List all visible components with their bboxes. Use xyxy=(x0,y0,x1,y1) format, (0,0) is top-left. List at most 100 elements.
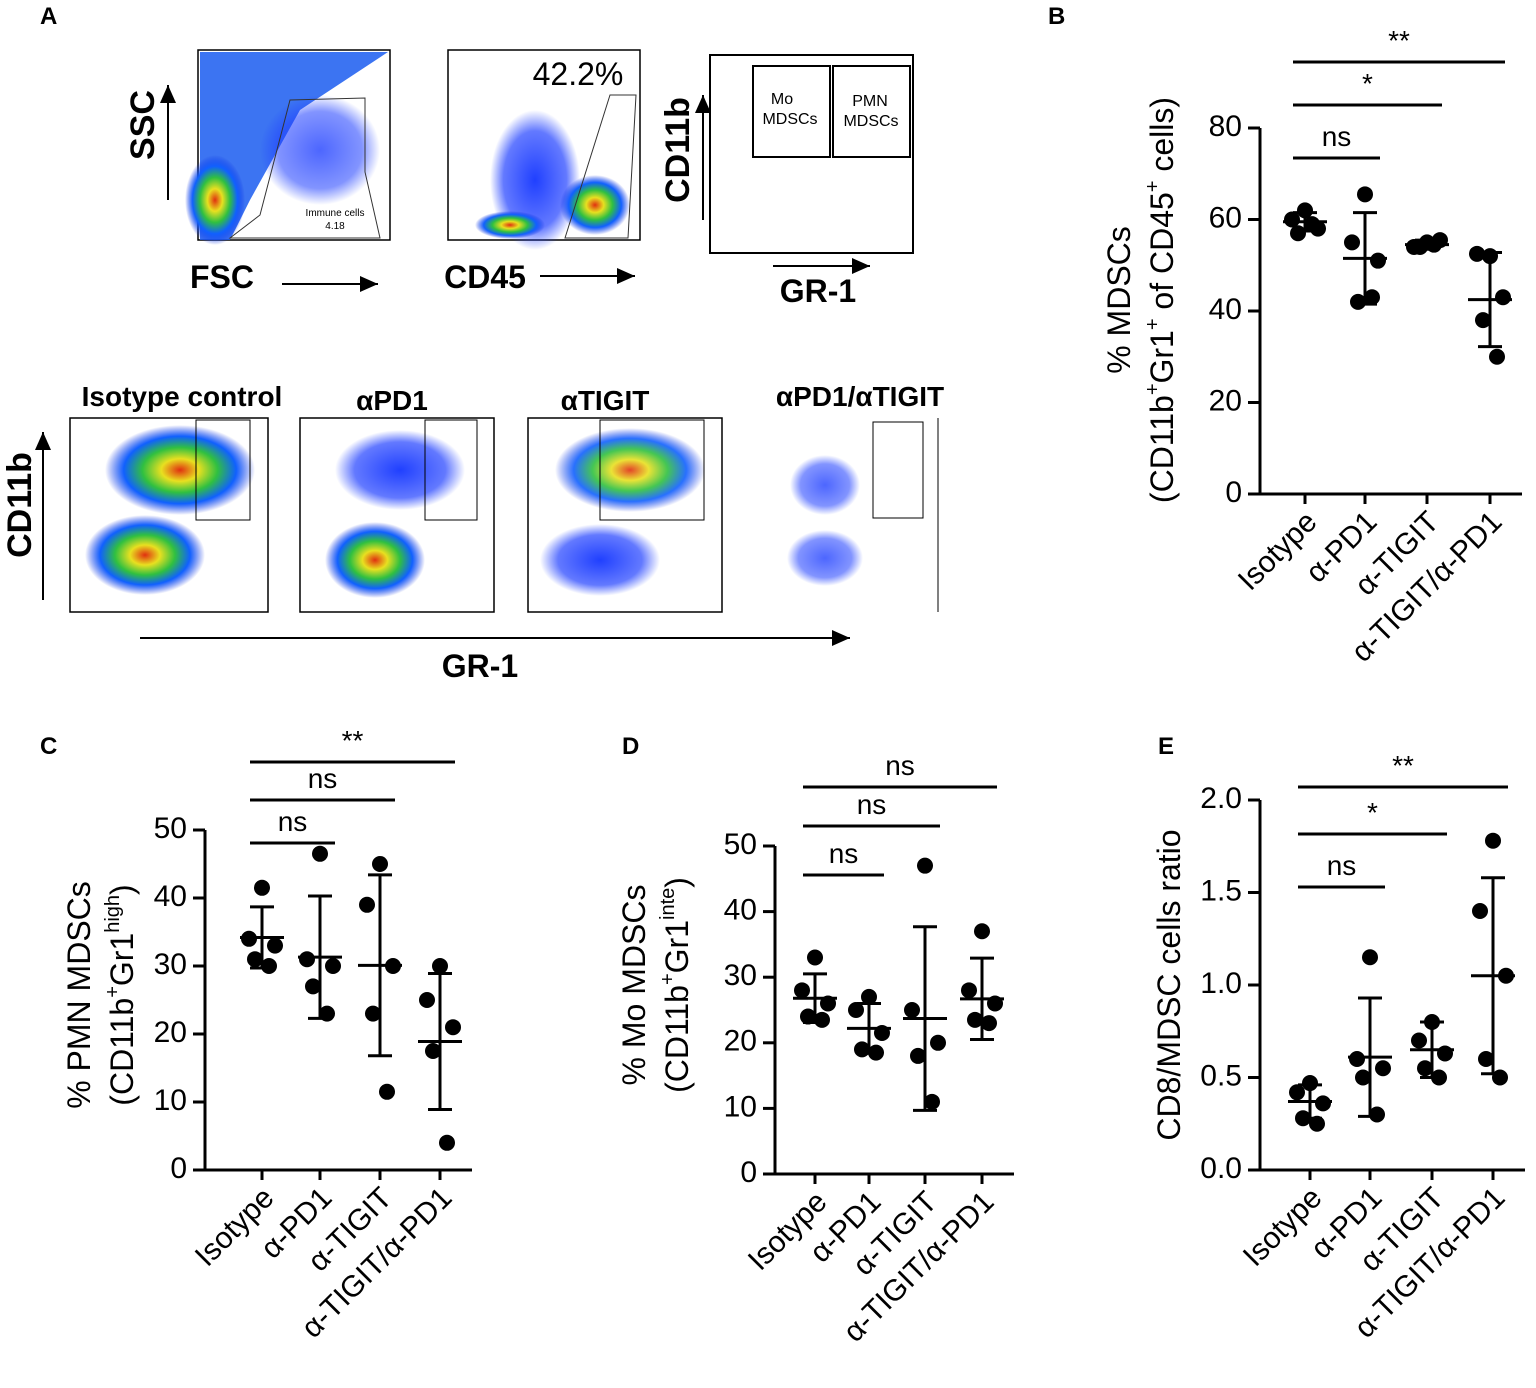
y-tick-label: 40 xyxy=(154,880,187,913)
data-point xyxy=(379,1083,395,1100)
treatment-plot: αTIGIT xyxy=(527,385,723,613)
data-point xyxy=(1344,234,1360,251)
data-point xyxy=(1289,1084,1305,1101)
label-part: Gr1 xyxy=(659,920,695,973)
data-point xyxy=(419,992,435,1008)
y-axis-label: (CD11b+Gr1high) xyxy=(102,884,140,1105)
y-tick-label: 80 xyxy=(1209,110,1242,143)
gate-label: MDSCs xyxy=(843,113,898,130)
axis-label: FSC xyxy=(190,259,254,295)
chart: D% Mo MDSCs (CD11b+Gr1inte)01020304050Iso… xyxy=(616,733,1014,1349)
gate xyxy=(599,419,705,521)
data-point xyxy=(1355,1069,1371,1086)
data-point xyxy=(299,951,315,968)
gate xyxy=(195,419,251,521)
density xyxy=(85,515,205,595)
y-tick-label: 0.0 xyxy=(1200,1152,1242,1185)
density xyxy=(200,52,388,240)
data-point xyxy=(432,958,448,974)
significance-label: ns xyxy=(857,789,887,820)
data-point xyxy=(967,1011,983,1028)
data-point xyxy=(861,988,877,1005)
significance-label: * xyxy=(1362,68,1373,99)
data-point xyxy=(267,937,283,954)
data-point xyxy=(1297,202,1313,219)
data-point xyxy=(794,982,810,999)
gate xyxy=(832,65,911,158)
significance-label: ns xyxy=(1327,850,1357,881)
data-point xyxy=(1485,832,1501,849)
data-point xyxy=(325,958,341,974)
gate xyxy=(228,97,381,239)
density xyxy=(185,155,245,245)
gate xyxy=(752,65,831,158)
density xyxy=(555,428,705,512)
data-point xyxy=(1357,186,1373,203)
y-tick-label: 1.0 xyxy=(1200,967,1242,1000)
data-point xyxy=(981,1015,997,1032)
significance-label: ns xyxy=(829,838,859,869)
data-point xyxy=(961,982,977,999)
label-part: % MDSCs xyxy=(1101,226,1137,374)
data-point xyxy=(1362,949,1378,966)
label-part: inte xyxy=(657,888,679,920)
data-point xyxy=(372,856,388,872)
label-part: cells) xyxy=(1144,97,1180,181)
axis-label: SSC xyxy=(124,90,162,160)
data-point xyxy=(930,1034,946,1051)
plot-title: αPD1/αTIGIT xyxy=(776,381,944,412)
gate-label: Immune cells xyxy=(306,208,365,219)
density xyxy=(787,530,863,586)
x-tick-label: Isotype xyxy=(189,1181,281,1273)
data-point xyxy=(1412,238,1428,255)
data-point xyxy=(974,923,990,940)
y-tick-label: 20 xyxy=(1209,384,1242,417)
data-point xyxy=(1469,245,1485,262)
label-part: + xyxy=(102,986,124,998)
chart: B% MDSCs(CD11b+Gr1+ of CD45+ cells)02040… xyxy=(1048,3,1522,669)
chart: E CD8/MDSC cells ratio 0.0 0.5 1.0 1.5 2.0 Isot… xyxy=(1151,733,1525,1345)
density xyxy=(260,95,380,205)
gate xyxy=(564,94,637,239)
axis-label: CD45 xyxy=(444,259,526,295)
y-axis-label: (CD11b+Gr1+ of CD45+ cells) xyxy=(1142,97,1180,503)
y-axis-label: CD8/MDSC cells ratio xyxy=(1151,829,1187,1140)
y-tick-label: 0.5 xyxy=(1200,1059,1242,1092)
label-part: of CD45 xyxy=(1144,192,1180,318)
data-point xyxy=(1489,348,1505,365)
label-part: Gr1 xyxy=(104,933,140,986)
gate-label: PMN xyxy=(852,93,888,110)
y-tick-label: 10 xyxy=(724,1090,757,1123)
density xyxy=(560,175,630,235)
data-point xyxy=(1302,1075,1318,1092)
gate-label: Mo xyxy=(771,91,793,108)
data-point xyxy=(910,1047,926,1064)
data-point xyxy=(1472,903,1488,919)
data-point xyxy=(247,951,263,968)
data-point xyxy=(1364,289,1380,306)
data-point xyxy=(1475,312,1491,329)
label-part: high xyxy=(102,895,124,933)
data-point xyxy=(1304,216,1320,233)
gate-percent: 42.2% xyxy=(533,56,624,92)
plot-title: αPD1 xyxy=(356,385,428,416)
data-point xyxy=(254,879,270,896)
label-part: (CD11b xyxy=(659,985,695,1093)
data-point xyxy=(445,1019,461,1036)
plot-title: Isotype control xyxy=(82,381,283,412)
density xyxy=(325,522,425,598)
data-point xyxy=(1478,1051,1494,1067)
y-tick-label: 20 xyxy=(154,1016,187,1049)
data-point xyxy=(1349,1051,1365,1067)
significance-label: ns xyxy=(278,806,308,837)
y-tick-label: 10 xyxy=(154,1084,187,1117)
data-point xyxy=(1437,1045,1453,1062)
y-tick-label: 0 xyxy=(740,1156,757,1189)
panel-label: D xyxy=(622,733,639,760)
data-point xyxy=(359,896,375,913)
data-point xyxy=(1315,1095,1331,1112)
gate-label: MDSCs xyxy=(762,111,817,128)
y-axis-label: (CD11b+Gr1inte) xyxy=(657,877,695,1093)
data-point xyxy=(800,1008,816,1025)
